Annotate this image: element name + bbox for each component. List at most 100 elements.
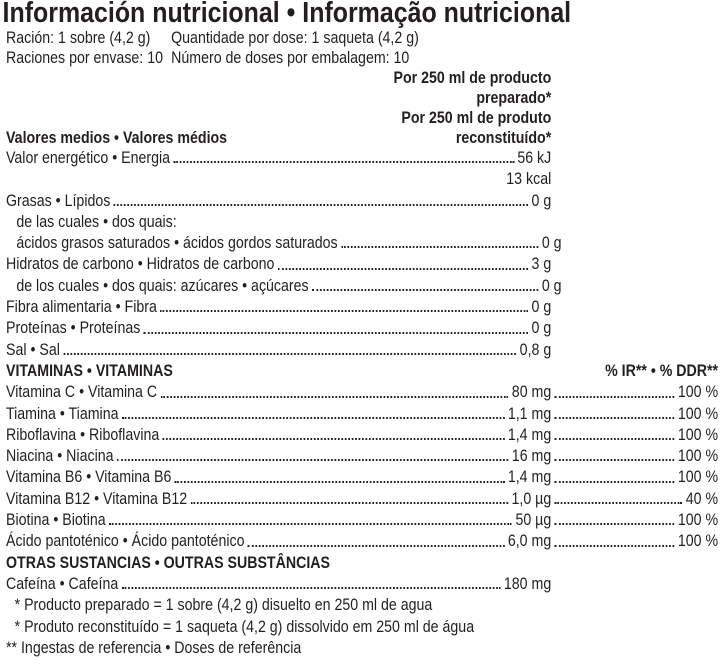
nutrient-amount: 0 g — [531, 319, 552, 338]
spacer — [6, 169, 506, 190]
nutrient-percent: 100 % — [677, 404, 719, 423]
nutrient-name: Vitamina B6 • Vitamina B6 — [6, 468, 172, 487]
leader-dots — [247, 544, 505, 547]
nutrient-name: Tiamina • Tiamina — [6, 404, 119, 423]
leader-dots — [554, 416, 675, 419]
nutrient-amount: 180 mg — [503, 574, 552, 593]
nutrient-amount: 0 g — [531, 191, 552, 210]
nutrient-row: Niacina • Niacina 16 mg 100 % — [6, 446, 718, 467]
nutrient-amount: 1,0 µg — [511, 489, 552, 508]
nutrient-percent: 100 % — [677, 468, 719, 487]
nutrient-left: Vitamina C • Vitamina C 80 mg — [6, 382, 551, 403]
serving-text: Quantidade por dose: 1 saqueta (4,2 g) — [171, 29, 419, 47]
nutrient-amount: 1,4 mg — [507, 425, 552, 444]
leader-dots — [554, 502, 683, 505]
serving-row: Ración: 1 sobre (4,2 g) Quantidade por do… — [6, 28, 718, 48]
nutrient-row: Biotina • Biotina 50 µg 100 % — [6, 510, 718, 531]
nutrient-right: 100 % — [551, 446, 718, 467]
nutrient-row: Tiamina • Tiamina 1,1 mg 100 % — [6, 404, 718, 425]
nutrient-row: Cafeína • Cafeína 180 mg — [6, 574, 718, 595]
leader-dots — [162, 438, 505, 441]
leader-dots — [277, 267, 529, 270]
column-header-line: reconstituído* — [455, 129, 552, 147]
nutrient-name: Vitamina C • Vitamina C — [6, 383, 158, 402]
nutrient-right: 40 % — [551, 489, 718, 510]
column-header-line: Por 250 ml de produto — [401, 109, 552, 127]
nutrient-row: Vitamina B6 • Vitamina B6 1,4 mg 100 % — [6, 467, 718, 488]
nutrient-name: ácidos grasos saturados • ácidos gordos … — [16, 234, 338, 253]
nutrient-percent: 100 % — [677, 383, 719, 402]
nutrient-left: Proteínas • Proteínas 0 g — [6, 318, 551, 339]
nutrient-name: Fibra alimentaria • Fibra — [6, 298, 157, 317]
nutrient-percent: 40 % — [685, 489, 719, 508]
nutrient-amount: 0 g — [541, 234, 562, 253]
nutrient-percent: 100 % — [677, 447, 719, 466]
nutrient-name: Riboflavina • Riboflavina — [6, 425, 160, 444]
leader-dots — [554, 438, 675, 441]
nutrient-left: Riboflavina • Riboflavina 1,4 mg — [6, 425, 551, 446]
nutrient-left: Valor energético • Energia 56 kJ — [6, 148, 551, 169]
leader-dots — [312, 289, 539, 292]
serving-text: Ración: 1 sobre (4,2 g) — [6, 29, 151, 47]
nutrient-amount: 13 kcal — [506, 170, 552, 189]
nutrient-left: Tiamina • Tiamina 1,1 mg — [6, 404, 551, 425]
column-header: Por 250 ml de producto preparado* Por 250 … — [6, 68, 718, 148]
nutrient-row: Vitamina C • Vitamina C 80 mg 100 % — [6, 382, 718, 403]
nutrient-amount: 0 g — [541, 276, 562, 295]
leader-dots — [554, 523, 675, 526]
nutrient-right: 100 % — [551, 510, 718, 531]
nutrient-name: Hidratos de carbono • Hidratos de carbon… — [6, 255, 275, 274]
section-title: OTRAS SUSTANCIAS • OUTRAS SUBSTÂNCIAS — [6, 553, 331, 572]
nutrient-right: 100 % — [551, 467, 718, 488]
breakdown-label-row: de las cuales • dos quais: — [6, 212, 718, 233]
leader-dots — [190, 502, 509, 505]
nutrient-percent: 100 % — [677, 425, 719, 444]
nutrient-left: Biotina • Biotina 50 µg — [6, 510, 551, 531]
nutrient-row: Fibra alimentaria • Fibra 0 g — [6, 297, 718, 318]
leader-dots — [554, 395, 675, 398]
nutrient-row: Vitamina B12 • Vitamina B12 1,0 µg 40 % — [6, 489, 718, 510]
nutrient-row: Ácido pantoténico • Ácido pantoténico 6,0… — [6, 531, 718, 552]
leader-dots — [554, 480, 675, 483]
nutrient-left: Hidratos de carbono • Hidratos de carbon… — [6, 254, 551, 275]
nutrient-percent: 100 % — [677, 532, 719, 551]
nutrient-amount: 1,4 mg — [507, 468, 552, 487]
nutrient-name: Niacina • Niacina — [6, 447, 114, 466]
leader-dots — [109, 523, 513, 526]
nutrient-left: 13 kcal — [6, 169, 551, 190]
nutrient-amount: 6,0 mg — [507, 532, 552, 551]
leader-dots — [160, 310, 529, 313]
nutrient-name: Vitamina B12 • Vitamina B12 — [6, 489, 188, 508]
percent-header: % IR** • % DDR** — [605, 361, 719, 380]
nutrient-row: Sal • Sal 0,8 g — [6, 340, 718, 361]
nutrient-row: Valor energético • Energia 56 kJ — [6, 148, 718, 169]
nutrient-row: Proteínas • Proteínas 0 g — [6, 318, 718, 339]
column-header-line: preparado* — [476, 89, 552, 107]
column-header-line: Por 250 ml de producto — [393, 69, 552, 87]
footnote: * Producto preparado = 1 sobre (4,2 g) d… — [14, 596, 433, 615]
leader-dots — [341, 246, 539, 249]
title: Información nutricional • Informação nut… — [2, 0, 572, 29]
nutrient-row: de los cuales • dos quais: azúcares • aç… — [6, 276, 718, 297]
nutrient-left: Ácido pantoténico • Ácido pantoténico 6,0… — [6, 531, 551, 552]
nutrient-left: Grasas • Lípidos 0 g — [6, 191, 551, 212]
nutrient-left: de los cuales • dos quais: azúcares • aç… — [16, 276, 561, 297]
leader-dots — [173, 161, 514, 164]
nutrient-amount: 0 g — [531, 298, 552, 317]
nutrient-right: 100 % — [551, 404, 718, 425]
nutrient-right: 100 % — [551, 425, 718, 446]
nutrient-row: 13 kcal — [6, 169, 718, 190]
nutrient-left: Sal • Sal 0,8 g — [6, 340, 551, 361]
nutrient-row: Riboflavina • Riboflavina 1,4 mg 100 % — [6, 425, 718, 446]
nutrient-right: 100 % — [551, 382, 718, 403]
nutrient-name: Biotina • Biotina — [6, 511, 106, 530]
footnote: * Produto reconstituído = 1 saqueta (4,2… — [14, 617, 475, 636]
nutrient-name: Proteínas • Proteínas — [6, 319, 141, 338]
leader-dots — [554, 544, 675, 547]
leader-dots — [174, 480, 505, 483]
nutrient-right: 100 % — [551, 531, 718, 552]
section-title: VITAMINAS • VITAMINAS — [6, 361, 173, 380]
nutrient-amount: 16 mg — [511, 447, 552, 466]
